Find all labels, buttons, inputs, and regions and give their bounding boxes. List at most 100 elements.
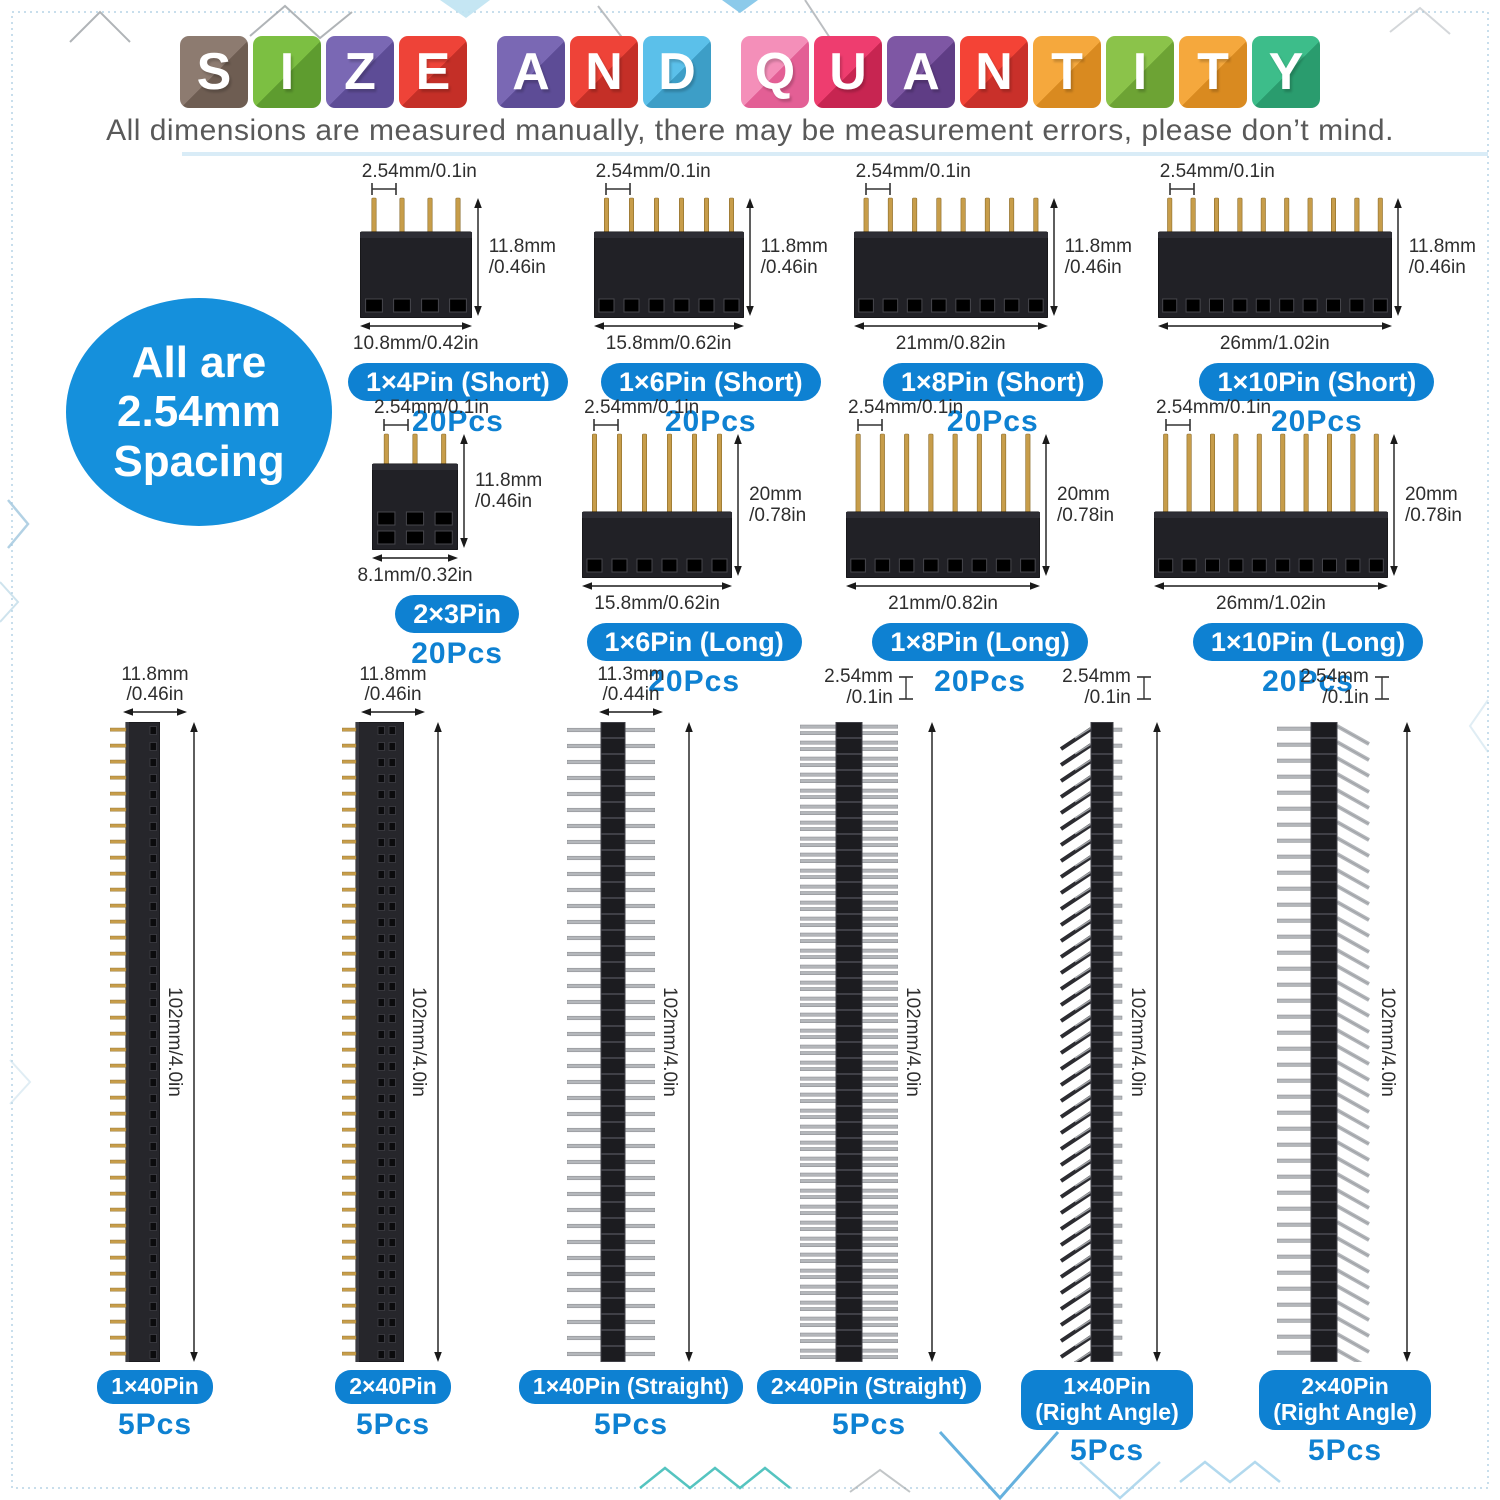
item-quantity: 5Pcs (1069, 1433, 1145, 1467)
pitch-dimension-label: 2.54mm/0.1in (1155, 397, 1272, 418)
width-dimension-label: 26mm/1.02in (1219, 332, 1330, 354)
strip-item: 11.3mm/0.44in 102mm/4.0in 1×40Pin (Straigh… (512, 658, 750, 1468)
height-dimension-line: /0.46in (760, 256, 818, 278)
title-letter-tile: T (1179, 36, 1247, 108)
title-letter-tile: U (814, 36, 882, 108)
strip-graphic-row: 102mm/4.0in (110, 722, 200, 1362)
width-dimension: 10.8mm/0.42in (353, 320, 479, 355)
strip-graphic (110, 722, 160, 1362)
horizontal-arrow-icon (598, 708, 663, 716)
title-letter-tile: T (1033, 36, 1101, 108)
pitch-bracket-icon (1374, 676, 1389, 700)
connector-graphic-row: 20mm/0.78in (582, 432, 806, 578)
item-quantity: 5Pcs (355, 1407, 431, 1441)
width-dimension-label: 21mm/0.82in (888, 592, 998, 614)
horizontal-arrow-icon (359, 322, 472, 330)
dim-line: 2.54mm (1062, 666, 1131, 688)
dim-line: 11.8mm (121, 663, 189, 685)
connector-graphic (846, 433, 1041, 578)
horizontal-arrow-icon (1157, 322, 1392, 330)
height-dimension-line: /0.78in (749, 504, 807, 526)
item-quantity: 5Pcs (831, 1407, 907, 1441)
dim-line: 11.3mm (597, 663, 665, 685)
connector-graphic-row: 11.8mm/0.46in (593, 196, 828, 318)
strip-graphic-row: 102mm/4.0in (567, 722, 695, 1362)
pitch-bracket-icon (1168, 182, 1195, 195)
pitch-dimension: 2.54mm/0.1in (596, 162, 711, 196)
height-dimension-line: 11.8mm (488, 235, 556, 257)
item-quantity: 20Pcs (648, 665, 740, 699)
connector-item: 2.54mm/0.1in 20mm/0.78in 26mm/1.02in 1×10Pi… (1153, 398, 1462, 699)
badge-line: All are (131, 338, 267, 388)
width-dimension: 15.8mm/0.62in (582, 580, 733, 615)
item-label-pill: 1×10Pin (Long) (1192, 622, 1424, 662)
vertical-arrow-icon (1153, 722, 1161, 1362)
strip-top-dimension: 11.3mm/0.44in (597, 658, 665, 718)
pitch-dimension-label: 2.54mm/0.1in (595, 161, 711, 182)
pitch-bracket-icon (857, 418, 883, 431)
height-dimension-line: 11.8mm (475, 469, 543, 491)
height-dimension-line: 11.8mm (1064, 235, 1132, 257)
strip-item: 11.8mm/0.46in 102mm/4.0in 2×40Pin 5Pcs (274, 658, 512, 1468)
vertical-arrow-icon (1403, 722, 1411, 1362)
height-dimension: 11.8mm/0.46in (475, 470, 542, 513)
width-dimension: 15.8mm/0.62in (593, 320, 744, 355)
horizontal-arrow-icon (372, 554, 458, 562)
item-label-pill: 2×40Pin (335, 1370, 451, 1404)
item-quantity: 20Pcs (412, 405, 504, 439)
strip-top-dimension: 11.8mm/0.46in (359, 658, 427, 718)
length-dimension-label: 102mm/4.0in (659, 987, 680, 1097)
height-dimension: 20mm/0.78in (1057, 484, 1114, 527)
horizontal-arrow-icon (853, 322, 1048, 330)
strip-graphic (567, 722, 655, 1362)
strip-top-dimension-label: 11.3mm/0.44in (597, 663, 665, 706)
item-label-pill: 1×8Pin (Short) (882, 362, 1103, 402)
width-dimension-label: 15.8mm/0.62in (594, 592, 720, 614)
strip-top-dimension-label: 2.54mm/0.1in (824, 667, 893, 708)
connector-measure-group: 2.54mm/0.1in 20mm/0.78in 21mm/0.82in (846, 398, 1114, 615)
pitch-dimension: 2.54mm/0.1in (1156, 398, 1271, 432)
strip-top-dimension-label: 11.8mm/0.46in (359, 664, 426, 706)
item-label-pill: 1×40Pin (Right Angle) (1021, 1370, 1193, 1430)
height-dimension-line: /0.46in (1408, 256, 1466, 278)
title-letter-tile: S (180, 36, 248, 108)
pitch-dimension-label: 2.54mm/0.1in (374, 397, 490, 418)
connector-item: 2.54mm/0.1in 11.8mm/0.46in 8.1mm/0.32in 2×3… (357, 398, 542, 699)
vertical-arrow-icon (473, 197, 482, 316)
vertical-arrow-icon (1049, 197, 1058, 316)
height-dimension-line: /0.46in (1064, 256, 1122, 278)
pitch-dimension: 2.54mm/0.1in (374, 398, 489, 432)
title-letter-tile: A (497, 36, 565, 108)
height-dimension-line: 20mm (1057, 483, 1110, 505)
connector-measure-group: 2.54mm/0.1in 11.8mm/0.46in 26mm/1.02in (1157, 162, 1476, 355)
strip-graphic-row: 102mm/4.0in (342, 722, 444, 1362)
item-label-pill: 1×8Pin (Long) (872, 622, 1088, 662)
vertical-arrow-icon (1042, 433, 1050, 576)
dim-line: /0.1in (846, 687, 893, 708)
dim-line: /0.44in (602, 684, 660, 706)
item-label-pill: 2×40Pin (Straight) (756, 1370, 982, 1404)
horizontal-arrow-icon (122, 708, 187, 716)
height-dimension-line: 11.8mm (760, 235, 828, 257)
pitch-dimension-label: 2.54mm/0.1in (361, 161, 477, 182)
connector-graphic (593, 197, 744, 318)
title-letter-tile: N (960, 36, 1028, 108)
height-dimension: 20mm/0.78in (749, 484, 806, 527)
strip-top-dimension: 2.54mm/0.1in (1062, 658, 1152, 718)
height-dimension-line: /0.46in (488, 256, 546, 278)
pitch-dimension: 2.54mm/0.1in (584, 398, 699, 432)
horizontal-arrow-icon (846, 582, 1041, 590)
strip-top-dimension-label: 11.8mm/0.46in (121, 663, 189, 706)
pitch-bracket-icon (898, 676, 913, 700)
connector-item: 2.54mm/0.1in 20mm/0.78in 15.8mm/0.62in 1×6P… (582, 398, 806, 699)
width-dimension-label: 26mm/1.02in (1216, 592, 1326, 614)
title-letter-tile: A (887, 36, 955, 108)
height-dimension: 20mm/0.78in (1405, 484, 1462, 527)
height-dimension: 11.8mm/0.46in (761, 236, 828, 279)
strip-item: 2.54mm/0.1in 102mm/4.0in 1×40Pin (Right An… (988, 658, 1226, 1468)
width-dimension: 8.1mm/0.32in (357, 552, 473, 587)
